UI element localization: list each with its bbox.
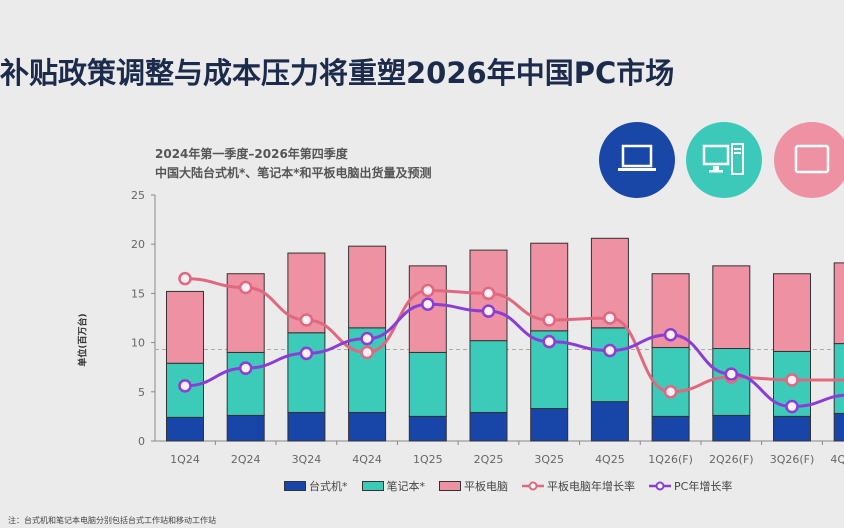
bar-segment <box>226 414 265 442</box>
line-marker <box>421 297 435 311</box>
line-marker <box>724 367 739 381</box>
x-tick-label: 3Q25 <box>534 453 564 466</box>
chart-title-line-1: 2024年第一季度–2026年第四季度 <box>155 147 348 161</box>
bar-segment <box>712 265 751 350</box>
x-tick-label: 3Q26(F) <box>770 453 815 466</box>
line-marker <box>360 331 374 346</box>
line-marker <box>603 311 617 325</box>
bar-segment <box>469 411 508 442</box>
bar-segment <box>773 415 811 442</box>
bar-segment <box>833 412 844 442</box>
bar-segment <box>287 332 326 413</box>
legend: 台式机* 笔记本* 平板电脑 平板电脑年增长率 PC年增长率 <box>284 478 732 494</box>
line-marker <box>421 283 435 298</box>
x-tick-label: 4Q24 <box>352 453 382 466</box>
line-marker <box>663 327 678 342</box>
line-marker <box>299 313 314 327</box>
bar-segment <box>590 327 629 403</box>
y-tick-label: 15 <box>131 287 145 300</box>
page-title: 补贴政策调整与成本压力将重塑2026年中国PC市场 <box>0 56 675 90</box>
y-axis-label: 单位(百万台) <box>78 313 89 367</box>
y-tick-label: 5 <box>138 386 145 399</box>
bar-segment <box>166 290 204 364</box>
legend-label: 平板电脑 <box>464 480 508 493</box>
x-tick-label: 4Q25 <box>595 453 625 466</box>
bar-segment <box>408 415 447 442</box>
x-tick-label: 4Q26(F) <box>830 453 844 466</box>
line-marker <box>785 373 799 387</box>
line-marker <box>178 379 192 393</box>
legend-notebook: 笔记本* <box>361 478 426 494</box>
chart-title-line-2: 中国大陆台式机*、笔记本*和平板电脑出货量及预测 <box>155 166 432 180</box>
tablet-icon <box>774 122 844 198</box>
line-marker <box>481 304 496 318</box>
x-tick-label: 3Q24 <box>292 453 322 466</box>
line-marker <box>360 345 374 360</box>
legend-label: PC年增长率 <box>674 480 733 493</box>
bar-segment <box>590 401 629 442</box>
line-marker <box>238 280 253 295</box>
legend-label: 笔记本* <box>386 480 426 493</box>
bar-segment <box>651 415 690 442</box>
y-tick-label: 20 <box>131 238 145 251</box>
line-marker <box>299 346 314 361</box>
line-marker <box>542 313 556 327</box>
legend-label: 台式机* <box>309 480 348 493</box>
line-marker <box>542 334 556 349</box>
bar-segment <box>833 262 844 345</box>
bar-segment <box>348 245 387 329</box>
legend-swatch <box>284 481 306 491</box>
x-tick-label: 1Q25 <box>413 453 443 466</box>
y-tick-label: 0 <box>138 435 145 448</box>
footnote: 注：台式机和笔记本电脑分别包括台式工作站和移动工作站 <box>8 516 216 525</box>
legend-line-marker <box>522 481 544 491</box>
x-tick-label: 1Q24 <box>170 453 200 466</box>
bar-segment <box>166 416 204 442</box>
x-tick-label: 1Q26(F) <box>648 453 693 466</box>
bar-segment <box>651 347 690 417</box>
line-marker <box>663 385 678 399</box>
bar-segment <box>408 351 447 417</box>
legend-tablet: 平板电脑 <box>439 478 508 494</box>
x-tick-label: 2Q25 <box>474 453 504 466</box>
line-marker <box>481 286 496 301</box>
legend-pc-growth: PC年增长率 <box>649 478 732 494</box>
bar-segment <box>530 408 569 442</box>
y-tick-label: 25 <box>131 189 145 202</box>
bar-segment <box>348 411 387 442</box>
line-marker <box>603 343 617 358</box>
bar-segment <box>712 414 751 442</box>
legend-swatch <box>439 481 461 491</box>
desktop-icon <box>686 122 762 198</box>
laptop-icon <box>599 122 675 198</box>
bar-segment <box>287 411 326 442</box>
chart-subtitle: 2024年第一季度–2026年第四季度 中国大陆台式机*、笔记本*和平板电脑出货… <box>155 145 432 183</box>
x-tick-label: 2Q26(F) <box>709 453 754 466</box>
x-tick-label: 2Q24 <box>231 453 261 466</box>
legend-line-marker <box>649 481 671 491</box>
bar-segment <box>773 273 811 352</box>
line-marker <box>238 361 253 375</box>
legend-desktop: 台式机* <box>284 478 348 494</box>
bar-segment <box>469 340 508 413</box>
legend-label: 平板电脑年增长率 <box>547 480 635 493</box>
line-marker <box>785 399 799 414</box>
legend-tablet-growth: 平板电脑年增长率 <box>522 478 635 494</box>
line-marker <box>178 271 192 286</box>
y-tick-label: 10 <box>131 337 145 350</box>
legend-swatch <box>361 481 384 491</box>
